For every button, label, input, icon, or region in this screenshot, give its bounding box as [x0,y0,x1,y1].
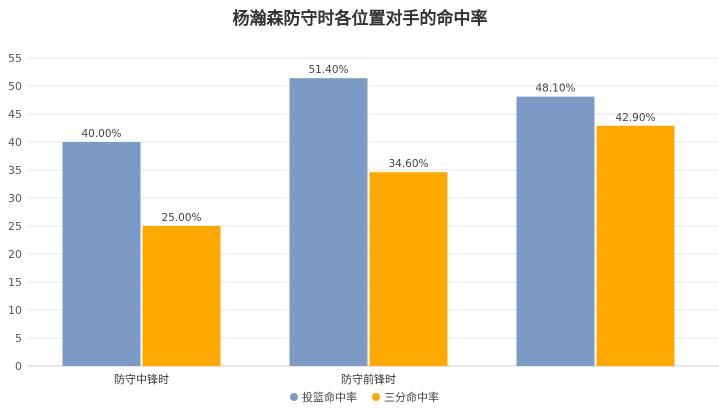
y-tick-label: 35 [8,164,22,177]
category-labels: 防守中锋时 防守前锋时 [114,372,396,386]
y-tick-label: 15 [8,276,22,289]
y-axis-ticks: 0 5 10 15 20 25 30 35 40 45 50 55 [8,52,22,373]
data-label: 25.00% [161,212,201,224]
bar-three-2 [596,125,675,366]
bars [62,78,675,366]
legend: 投篮命中率 三分命中率 [290,390,439,404]
y-tick-label: 5 [15,332,22,345]
legend-marker [290,393,298,401]
y-tick-label: 50 [8,80,22,93]
bar-three-1 [369,172,448,366]
y-tick-label: 45 [8,108,22,121]
bar-fg-2 [516,96,595,366]
data-label: 40.00% [81,128,121,140]
data-label: 42.90% [615,112,655,124]
y-tick-label: 30 [8,192,22,205]
legend-marker [372,393,380,401]
legend-label: 三分命中率 [384,390,439,404]
category-label: 防守前锋时 [341,372,396,386]
chart-title: 杨瀚森防守时各位置对手的命中率 [233,8,488,29]
legend-label: 投篮命中率 [302,390,357,404]
data-label: 51.40% [308,64,348,76]
category-label: 防守中锋时 [114,372,169,386]
y-tick-label: 0 [15,360,22,373]
bar-fg-1 [289,78,368,366]
data-label: 48.10% [535,83,575,95]
y-tick-label: 40 [8,136,22,149]
y-tick-label: 25 [8,220,22,233]
data-labels: 40.00% 25.00% 51.40% 34.60% 48.10% 42.90% [81,64,655,224]
y-tick-label: 55 [8,52,22,65]
y-tick-label: 20 [8,248,22,261]
bar-three-0 [142,226,221,366]
bar-fg-0 [62,142,141,366]
y-tick-label: 10 [8,304,22,317]
data-label: 34.60% [388,158,428,170]
